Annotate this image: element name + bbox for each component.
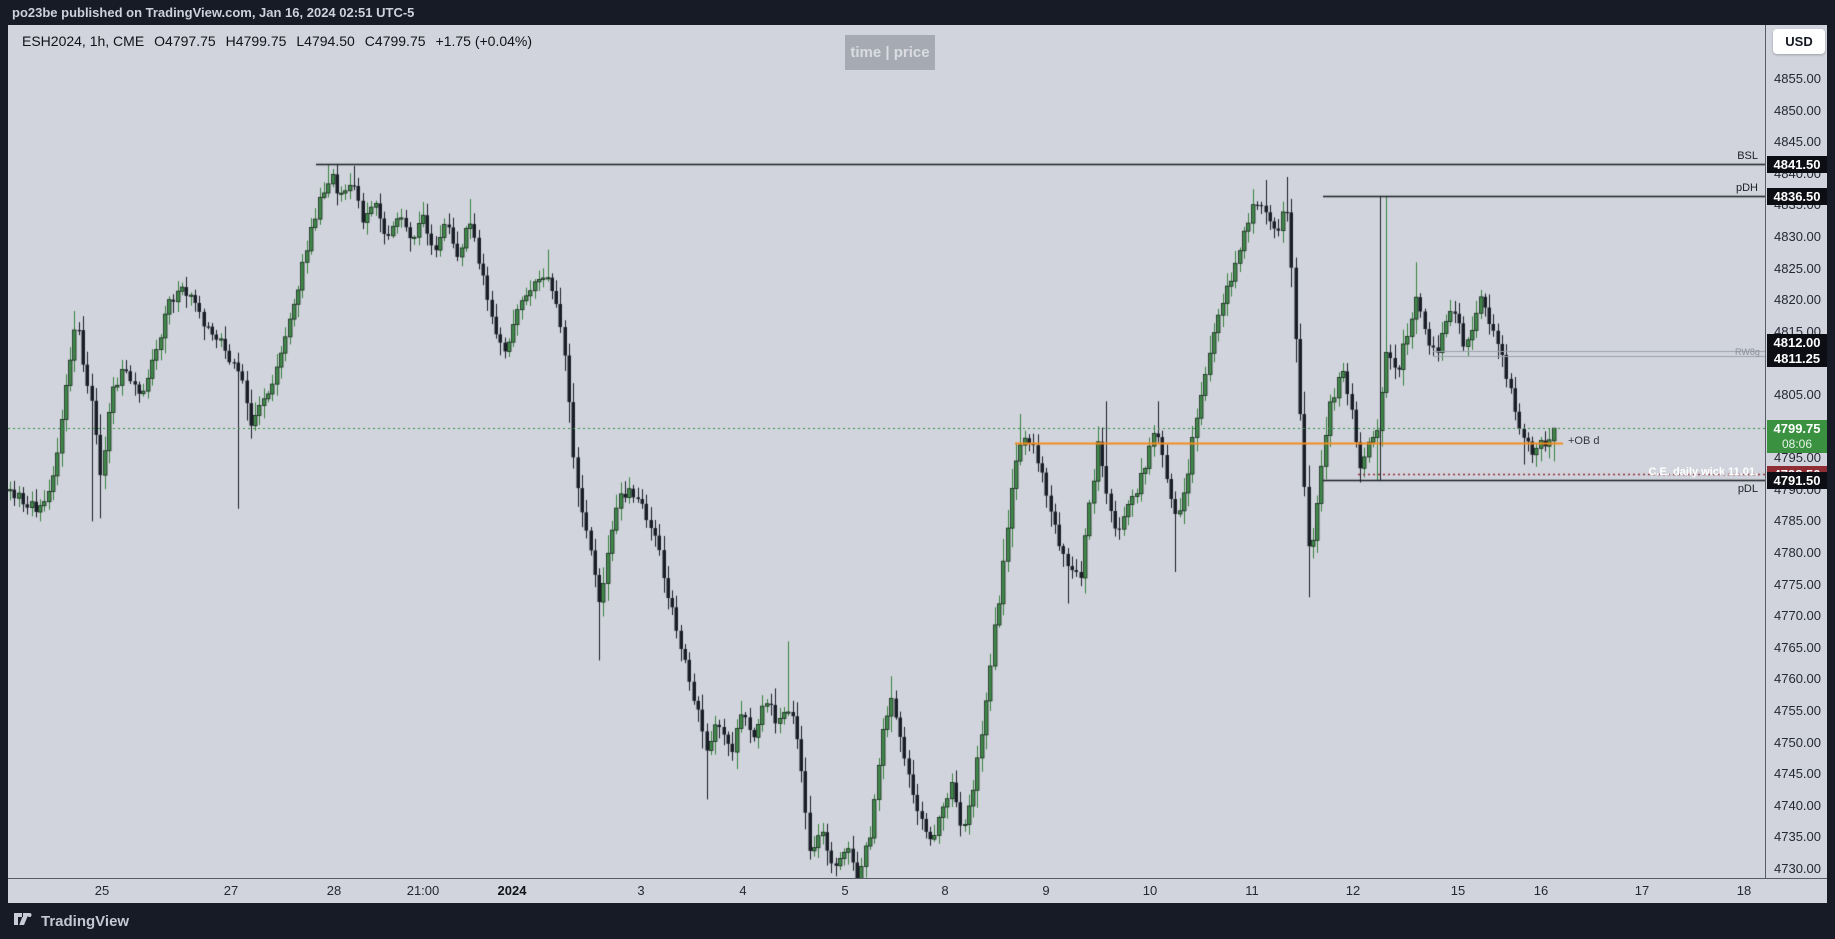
- time-tick-label: 2024: [497, 883, 527, 898]
- time-price-watermark: time | price: [845, 35, 935, 70]
- price-badge-value: 4841.50: [1773, 157, 1821, 173]
- bsl-label: BSL: [1737, 150, 1758, 162]
- price-tick-label: 4750.00: [1774, 734, 1821, 750]
- time-tick-label: 15: [1450, 883, 1466, 898]
- price-tick-label: 4760.00: [1774, 671, 1821, 687]
- price-tick-label: 4805.00: [1774, 387, 1821, 402]
- price-badge-value: 4791.50: [1773, 473, 1821, 489]
- price-tick-label: 4740.00: [1774, 797, 1821, 813]
- ohlc-value: O4797.75: [154, 33, 216, 49]
- price-tick-label: 4785.00: [1774, 513, 1821, 529]
- price-level-badge-4791.50: 4791.50: [1767, 472, 1827, 490]
- price-level-badge-4836.50: 4836.50: [1767, 187, 1827, 205]
- time-tick-label: 11: [1245, 883, 1259, 898]
- ohlc-value: L4794.50: [296, 33, 355, 49]
- price-tick-label: 4755.00: [1774, 703, 1821, 718]
- price-tick-label: 4830.00: [1774, 229, 1821, 244]
- ce-daily-wick-label: C.E. daily wick 11.01.: [1648, 466, 1758, 478]
- ohlc-value: C4799.75: [364, 33, 426, 49]
- price-tick-label: 4780.00: [1774, 545, 1821, 560]
- ohlc-value: H4799.75: [225, 33, 287, 49]
- time-tick-label: 8: [941, 883, 949, 898]
- time-tick-label: 17: [1634, 883, 1650, 898]
- price-tick-label: 4855.00: [1774, 71, 1821, 86]
- bar-countdown-timer: 08:06: [1781, 437, 1813, 452]
- tradingview-logo-icon[interactable]: [14, 913, 33, 929]
- time-tick-label: 25: [94, 883, 110, 898]
- ohlc-value: +1.75 (+0.04%): [435, 33, 533, 49]
- price-tick-label: 4745.00: [1774, 766, 1821, 782]
- time-tick-label: 28: [326, 883, 342, 898]
- symbol-ohlc-header: ESH2024, 1h, CME O4797.75 H4799.75 L4794.50…: [22, 33, 542, 49]
- time-tick-label: 9: [1042, 883, 1050, 898]
- price-tick-label: 4850.00: [1774, 102, 1821, 118]
- time-tick-label: 3: [637, 883, 645, 898]
- price-level-badge-4799.75: 4799.75 08:06: [1767, 420, 1827, 454]
- time-axis[interactable]: 25 27 28 21:00 2024 3 4 5 8 9 10 11 12 15 16 17 18: [8, 878, 1827, 903]
- symbol-title: ESH2024, 1h, CME: [22, 33, 145, 49]
- time-tick-label: 21:00: [406, 883, 440, 898]
- price-badge-value: 4836.50: [1773, 188, 1821, 204]
- time-tick-label: 5: [841, 883, 849, 898]
- pdl-label: pDL: [1737, 483, 1758, 495]
- price-tick-label: 4765.00: [1774, 639, 1821, 655]
- pdh-label: pDH: [1735, 182, 1758, 194]
- price-badge-value: 4812.00: [1773, 334, 1821, 350]
- publish-info-bar: po23be published on TradingView.com, Jan…: [0, 0, 1835, 25]
- price-axis[interactable]: USD 4855.004850.004845.004840.004835.004…: [1765, 25, 1827, 878]
- tradingview-brand-text[interactable]: TradingView: [41, 912, 130, 930]
- price-tick-label: 4735.00: [1774, 829, 1821, 845]
- price-level-badge-4811.25: 4811.25: [1767, 349, 1827, 367]
- time-tick-label: 4: [739, 883, 747, 898]
- time-tick-label: 10: [1142, 883, 1158, 898]
- candlestick-chart-canvas[interactable]: [8, 25, 1765, 878]
- currency-button[interactable]: USD: [1773, 29, 1825, 54]
- price-level-badge-4841.50: 4841.50: [1767, 156, 1827, 174]
- price-tick-label: 4770.00: [1774, 608, 1821, 624]
- plus-ob-label: +OB d: [1568, 435, 1600, 447]
- watermark-text: time | price: [850, 44, 930, 61]
- price-tick-label: 4845.00: [1774, 134, 1821, 150]
- price-badge-value: 4811.25: [1773, 350, 1821, 366]
- time-tick-label: 18: [1736, 883, 1752, 898]
- price-tick-label: 4825.00: [1774, 260, 1821, 276]
- publish-info-text: po23be published on TradingView.com, Jan…: [12, 5, 415, 20]
- price-tick-label: 4730.00: [1774, 861, 1821, 876]
- chart-pane: ESH2024, 1h, CME O4797.75 H4799.75 L4794.50…: [8, 25, 1765, 878]
- price-badge-value: 4799.75: [1773, 421, 1821, 437]
- time-tick-label: 27: [223, 883, 239, 898]
- time-tick-label: 16: [1533, 883, 1549, 898]
- price-tick-label: 4820.00: [1774, 292, 1821, 308]
- time-tick-label: 12: [1345, 883, 1361, 898]
- rwob-label: RW8g: [1735, 347, 1760, 357]
- price-tick-label: 4775.00: [1774, 576, 1821, 592]
- price-level-badge-4812.00: 4812.00: [1767, 333, 1827, 351]
- attribution-bar: TradingView: [0, 903, 1835, 939]
- chart-card: ESH2024, 1h, CME O4797.75 H4799.75 L4794.50…: [8, 25, 1827, 903]
- price-tick-label: 4795.00: [1774, 450, 1821, 466]
